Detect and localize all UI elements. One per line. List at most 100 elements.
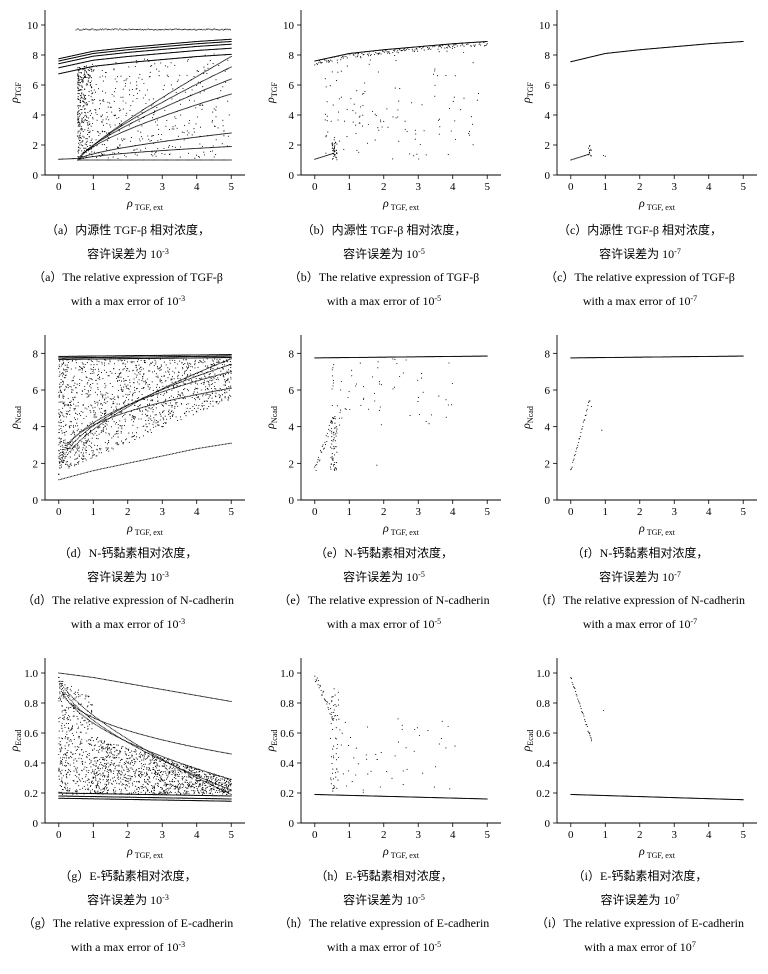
scatter-point [85, 70, 87, 73]
scatter-point [110, 154, 112, 156]
scatter-point [146, 143, 148, 145]
scatter-point [139, 73, 141, 75]
scatter-point [105, 92, 107, 94]
scatter-point [217, 97, 219, 99]
scatter-point [440, 47, 443, 49]
scatter-point [103, 130, 105, 133]
scatter-point [135, 159, 137, 161]
scatter-point [379, 119, 381, 121]
scatter-point [324, 59, 326, 61]
scatter-point [145, 110, 147, 113]
scatter-point [138, 159, 140, 161]
scatter-point [172, 90, 174, 92]
scatter-point [95, 155, 97, 157]
scatter-point [590, 155, 592, 157]
scatter-point [438, 51, 440, 53]
scatter-point [432, 46, 434, 48]
scatter-point [98, 29, 100, 31]
scatter-point [145, 107, 147, 109]
scatter-point [197, 70, 200, 72]
scatter-point [174, 116, 176, 118]
scatter-point [92, 153, 94, 155]
scatter-point [156, 150, 158, 152]
scatter-point [170, 62, 172, 64]
y-tick-label: 8 [33, 348, 39, 360]
scatter-point [190, 148, 192, 150]
scatter-point [174, 149, 176, 151]
scatter-point [77, 156, 79, 158]
scatter-point [161, 29, 163, 31]
scatter-point [83, 136, 85, 138]
scatter-point [174, 125, 176, 127]
scatter-point [194, 159, 196, 161]
scatter-point [94, 91, 97, 93]
scatter-point [191, 137, 193, 139]
scatter-point [125, 102, 127, 104]
scatter-point [77, 69, 79, 71]
scatter-point [90, 96, 92, 98]
scatter-point [333, 143, 336, 145]
scatter-point [129, 128, 131, 130]
scatter-point [116, 148, 118, 150]
scatter-point [77, 78, 79, 80]
scatter-point [454, 75, 456, 77]
scatter-point [86, 144, 88, 146]
scatter-point [117, 159, 119, 161]
scatter-point [163, 29, 165, 31]
scatter-point [176, 80, 178, 82]
scatter-point [87, 149, 89, 151]
scatter-point [168, 159, 170, 161]
scatter-point [160, 159, 162, 161]
scatter-point [366, 142, 369, 144]
scatter-point [204, 71, 206, 73]
scatter-point [159, 98, 161, 100]
scatter-point [98, 155, 100, 157]
scatter-point [377, 71, 379, 73]
scatter-point [115, 130, 117, 132]
scatter-point [139, 124, 141, 126]
scatter-point [230, 43, 232, 45]
scatter-point [150, 142, 152, 144]
scatter-point [137, 159, 139, 161]
scatter-point [228, 67, 230, 69]
scatter-point [202, 104, 204, 106]
scatter-point [117, 157, 119, 160]
scatter-point [167, 146, 170, 148]
scatter-point [139, 90, 141, 92]
scatter-point [163, 100, 165, 102]
scatter-point [141, 117, 143, 119]
scatter-point [115, 127, 117, 129]
scatter-point [114, 87, 116, 90]
scatter-point [156, 68, 158, 70]
scatter-point [331, 71, 333, 73]
x-tick-label: 1 [91, 181, 97, 193]
scatter-point [149, 113, 151, 115]
y-tick-label: 6 [33, 80, 39, 92]
scatter-point [130, 122, 132, 124]
scatter-point [90, 68, 92, 71]
scatter-point [199, 147, 202, 149]
scatter-point [223, 135, 225, 137]
scatter-point [111, 93, 113, 96]
scatter-point [130, 105, 132, 107]
y-axis-label: ρTGF [7, 82, 23, 104]
scatter-point [80, 159, 82, 161]
scatter-point [68, 476, 70, 478]
scatter-point [81, 141, 83, 143]
scatter-point [210, 134, 213, 136]
x-tick-label: 0 [312, 181, 318, 193]
scatter-point [360, 106, 362, 108]
scatter-point [186, 74, 188, 76]
scatter-point [142, 122, 145, 125]
x-tick-label: 4 [450, 181, 456, 193]
scatter-point [161, 101, 163, 103]
scatter-point [159, 159, 161, 161]
scatter-point [101, 151, 103, 153]
scatter-point [125, 159, 127, 161]
scatter-point [219, 146, 221, 148]
scatter-point [84, 115, 86, 117]
scatter-point [126, 78, 128, 80]
scatter-point [212, 63, 214, 65]
scatter-point [229, 93, 231, 95]
scatter-point [385, 50, 387, 52]
